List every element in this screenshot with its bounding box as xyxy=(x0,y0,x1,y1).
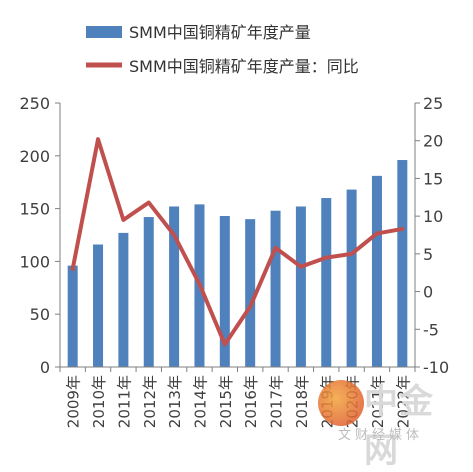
x-tick-label: 2016年 xyxy=(242,375,260,428)
x-tick-label: 2013年 xyxy=(166,375,184,428)
x-tick-label: 2011年 xyxy=(115,375,133,428)
bar xyxy=(93,245,103,367)
legend: SMM中国铜精矿年度产量 SMM中国铜精矿年度产量：同比 xyxy=(86,23,359,76)
watermark-logo-icon xyxy=(318,380,364,426)
right-tick-label: 0 xyxy=(423,283,433,302)
bar xyxy=(296,206,306,367)
left-tick-label: 150 xyxy=(19,200,50,219)
legend-line-label: SMM中国铜精矿年度产量：同比 xyxy=(129,57,359,76)
bar xyxy=(144,217,154,367)
right-tick-label: 15 xyxy=(423,169,443,188)
right-tick-label: 10 xyxy=(423,207,443,226)
x-tick-label: 2015年 xyxy=(217,375,235,428)
left-tick-label: 250 xyxy=(19,94,50,113)
bar xyxy=(118,233,128,367)
x-tick-label: 2012年 xyxy=(141,375,159,428)
right-tick-label: 5 xyxy=(423,245,433,264)
x-tick-label: 2010年 xyxy=(90,375,108,428)
x-tick-label: 2017年 xyxy=(268,375,286,428)
bar xyxy=(372,176,382,367)
bar xyxy=(347,190,357,367)
watermark-text: 中金网 xyxy=(364,374,468,472)
x-tick-label: 2014年 xyxy=(191,375,209,428)
legend-bar-swatch xyxy=(86,26,122,38)
bar xyxy=(397,160,407,367)
x-tick-label: 2018年 xyxy=(293,375,311,428)
left-tick-label: 200 xyxy=(19,147,50,166)
watermark-subtext: 文财经媒体 xyxy=(338,424,423,443)
x-tick-label: 2009年 xyxy=(65,375,83,428)
bar xyxy=(68,266,78,367)
bar xyxy=(245,219,255,367)
left-tick-label: 100 xyxy=(19,252,50,271)
right-tick-label: 25 xyxy=(423,94,443,113)
legend-bar-label: SMM中国铜精矿年度产量 xyxy=(129,23,311,42)
right-tick-label: 20 xyxy=(423,132,443,151)
bar xyxy=(271,211,281,367)
bar xyxy=(321,198,331,367)
left-tick-label: 50 xyxy=(30,305,50,324)
watermark: 中金网 文财经媒体 xyxy=(318,376,468,446)
bars xyxy=(68,160,408,367)
left-tick-label: 0 xyxy=(40,358,50,377)
right-tick-label: -5 xyxy=(423,320,439,339)
